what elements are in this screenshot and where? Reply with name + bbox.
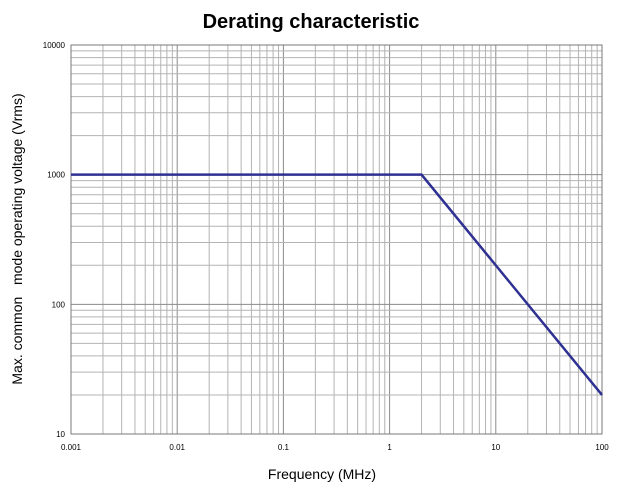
x-tick-label: 0.001 <box>61 443 82 452</box>
plot-border <box>70 44 603 435</box>
y-tick-label: 100 <box>52 300 66 309</box>
y-tick-label: 1000 <box>47 171 65 180</box>
x-tick-label: 0.01 <box>169 443 185 452</box>
grid-lines <box>70 45 602 435</box>
x-tick-label: 100 <box>595 443 609 452</box>
x-tick-label: 10 <box>491 443 500 452</box>
y-axis-label: Max. common mode operating voltage (Vrms… <box>9 93 25 384</box>
x-tick-label: 1 <box>387 443 392 452</box>
y-tick-label: 10 <box>56 430 65 439</box>
series-layer <box>71 173 603 396</box>
y-tick-label: 10000 <box>43 41 66 50</box>
x-tick-labels: 0.001 0.01 0.1 1 10 100 <box>61 443 609 452</box>
chart-title: Derating characteristic <box>203 11 420 33</box>
x-axis-label: Frequency (MHz) <box>268 466 376 482</box>
x-tick-label: 0.1 <box>278 443 290 452</box>
series-line-1 <box>71 173 603 396</box>
y-tick-labels: 10 100 1000 10000 <box>43 41 66 439</box>
plot-frame <box>70 44 603 435</box>
